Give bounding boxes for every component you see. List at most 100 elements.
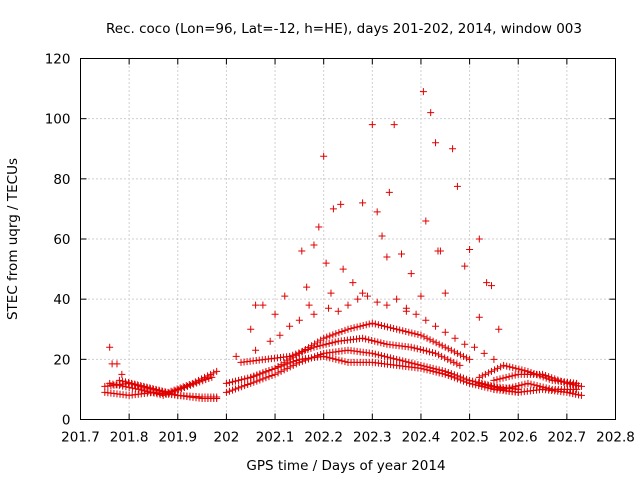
data-point [494,364,502,372]
data-point [143,383,151,391]
data-point [420,365,428,373]
data-point [411,330,419,338]
data-point [399,327,407,335]
data-point [235,384,243,392]
data-point [338,328,346,336]
data-point [359,199,367,207]
data-point [441,343,449,351]
data-point [475,373,483,381]
data-point [228,386,236,394]
data-point [384,323,392,331]
data-point [171,387,179,395]
x-tick-label: 202.2 [304,430,343,446]
data-point [545,373,553,381]
data-point [374,338,382,346]
data-point [422,316,430,324]
data-point [385,188,393,196]
data-point [453,375,461,383]
x-axis-label: GPS time / Days of year 2014 [246,458,445,474]
data-point [456,351,464,359]
data-point [222,379,230,387]
data-point [380,340,388,348]
data-point [419,88,427,96]
data-point [344,301,352,309]
data-point [134,381,142,389]
data-point [197,375,205,383]
data-point [572,381,580,389]
data-point [435,369,443,377]
data-point [469,380,477,388]
data-point [328,339,336,347]
data-point [247,379,255,387]
data-point [481,370,489,378]
data-point [422,347,430,355]
data-point [573,385,581,393]
data-point [271,370,279,378]
data-point [383,253,391,261]
data-point [228,378,236,386]
data-point [276,331,284,339]
data-point [481,381,489,389]
data-point [374,351,382,359]
data-point [373,298,381,306]
data-point [533,382,541,390]
data-point [208,373,216,381]
data-point [460,377,468,385]
data-point [463,378,471,386]
data-point [509,383,517,391]
data-point [429,367,437,375]
data-point [408,329,416,337]
data-point [506,384,514,392]
data-point [466,379,474,387]
data-point [577,382,585,390]
data-point [521,380,529,388]
data-point [323,353,331,361]
data-point [232,377,240,385]
data-point [441,354,449,362]
data-point [490,355,498,363]
data-point [466,246,474,254]
data-points [101,88,585,402]
data-point [417,331,425,339]
data-point [402,328,410,336]
y-tick-label: 60 [53,232,70,248]
data-point [341,358,349,366]
x-tick-label: 202 [214,430,240,446]
grid-lines [80,58,616,420]
data-point [162,390,170,398]
data-point [199,377,207,385]
data-point [497,363,505,371]
data-point [475,235,483,243]
x-tick-label: 201.7 [61,430,100,446]
data-point [106,379,114,387]
data-point [286,322,294,330]
data-point [432,349,440,357]
data-point [150,389,158,397]
data-point [453,182,461,190]
data-point [444,355,452,363]
y-axis-label: STEC from uqrg / TECUs [5,158,21,320]
data-point [135,385,143,393]
data-point [256,376,264,384]
data-point [470,343,478,351]
data-point [332,355,340,363]
data-point [153,390,161,398]
data-point [266,337,274,345]
data-point [177,385,185,393]
data-point [518,381,526,389]
y-tick-label: 120 [45,52,71,68]
data-point [371,350,379,358]
data-point [322,259,330,267]
data-point [429,349,437,357]
data-point [530,381,538,389]
data-point [413,345,421,353]
data-point [119,382,127,390]
data-point [320,352,328,360]
data-point [320,334,328,342]
data-point [390,355,398,363]
data-point [315,223,323,231]
data-point [450,358,458,366]
data-point [213,394,221,402]
data-point [356,322,364,330]
data-point [147,388,155,396]
